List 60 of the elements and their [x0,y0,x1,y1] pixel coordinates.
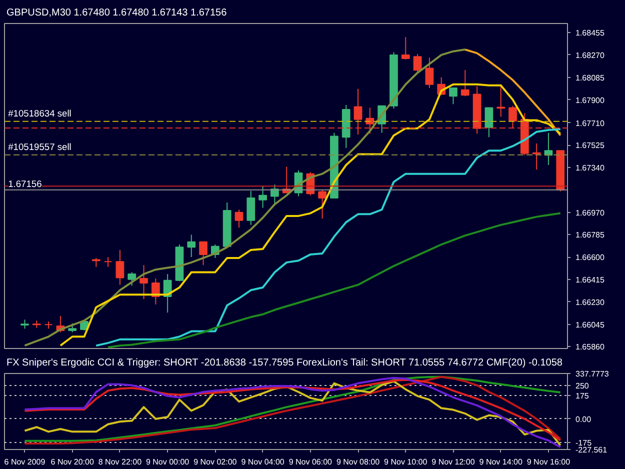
x-tick-label: 6 Nov 20:00 [50,458,94,466]
y-tick-label: 1.66415 [576,276,605,285]
y-tick-label: 1.67710 [576,118,605,128]
y-tick-label: 1.67340 [576,164,605,173]
candlestick [401,36,410,60]
candlestick [413,54,422,74]
ref-line-label: 1.67156 [8,178,42,189]
y-tick-label: -227.561 [576,446,608,454]
candlestick [104,256,112,268]
line-series [95,128,562,347]
y-tick-label: 1.67525 [576,141,605,150]
y-tick-label: 1.65860 [576,342,605,352]
x-tick-label: 9 Nov 16:00 [526,458,571,466]
y-tick-label: 250 [576,381,590,390]
x-tick-label: 9 Nov 02:00 [194,458,238,466]
candlestick [425,57,434,89]
candlestick [246,190,256,226]
candlestick [140,264,148,300]
y-tick-label: 1.68085 [576,73,605,82]
candlestick [484,107,494,138]
candlestick [116,249,124,286]
chart-title: FX Sniper's Ergodic CCI & Trigger: SHORT -201.8638 -157.7595 ForexLion's Tail: SHORT 71.0555 74.6772 CMF(20) -0.1058 [6,358,563,368]
y-tick-label: 1.66045 [576,320,605,330]
y-tick-label: -175 [576,438,592,448]
candlestick [128,272,136,286]
line-series [59,83,562,347]
chart-title: GBPUSD,M30 1.67480 1.67480 1.67143 1.67156 [6,8,228,18]
y-tick-label: 1.66970 [576,208,605,218]
x-tick-label: 9 Nov 10:00 [384,458,428,466]
candlestick [460,70,470,97]
ref-line-label: #10519557 sell [8,142,72,152]
ref-line-label: #10518634 sell [8,108,72,118]
candlestick [508,105,517,129]
x-tick-label: 8 Nov 22:00 [98,458,142,466]
y-tick-label: 1.68455 [576,28,605,38]
line-series [464,48,562,136]
candlestick [258,186,267,208]
candlestick [354,88,362,135]
y-tick-label: 1.66230 [576,298,605,307]
x-tick-label: 6 Nov 2009 [4,458,46,466]
candlestick [234,209,244,228]
candlestick [449,88,458,105]
x-tick-label: 9 Nov 12:00 [432,458,476,466]
candlestick [187,234,196,258]
y-tick-label: 1.66785 [576,230,605,240]
y-tick-label: 0.00 [576,414,592,424]
candlestick [199,241,208,266]
x-tick-label: 9 Nov 00:00 [146,458,190,466]
x-tick-label: 9 Nov 06:00 [288,458,333,466]
y-tick-label: 337.7773 [576,370,610,378]
y-tick-label: 1.68270 [576,50,605,60]
x-tick-label: 9 Nov 08:00 [336,458,380,466]
line-series [107,212,562,348]
x-tick-label: 9 Nov 14:00 [479,458,523,466]
candlestick [366,107,374,134]
y-tick-label: 1.67900 [576,96,605,105]
candlestick [318,189,326,220]
y-tick-label: 1.66600 [576,253,605,262]
y-tick-label: 175 [576,391,590,400]
x-tick-label: 9 Nov 04:00 [241,458,285,466]
